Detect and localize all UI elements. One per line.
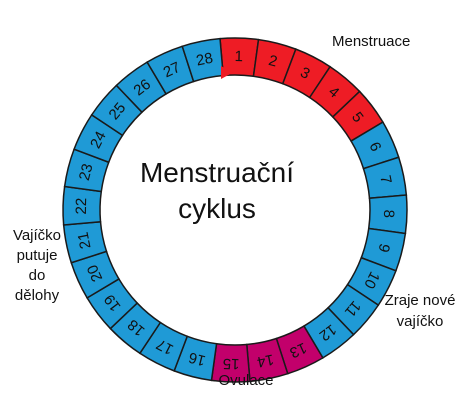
day-label-28: 28 bbox=[195, 50, 215, 70]
day-label-10: 10 bbox=[360, 269, 383, 292]
label-new-egg-line-1: Zraje nové bbox=[385, 292, 456, 309]
label-egg-travel-line-2: putuje bbox=[17, 247, 58, 264]
label-egg-travel-line-1: Vajíčko bbox=[13, 227, 61, 244]
day-label-9: 9 bbox=[374, 242, 393, 254]
cycle-start-marker-icon bbox=[221, 66, 233, 79]
day-label-15: 15 bbox=[223, 355, 240, 372]
day-label-26: 26 bbox=[131, 76, 155, 100]
day-label-19: 19 bbox=[101, 291, 125, 315]
title-line-2: cyklus bbox=[178, 193, 256, 224]
day-label-14: 14 bbox=[256, 350, 276, 370]
cycle-ring bbox=[62, 37, 408, 383]
day-label-12: 12 bbox=[316, 321, 340, 345]
day-label-23: 23 bbox=[76, 162, 97, 182]
day-label-13: 13 bbox=[287, 339, 309, 361]
day-label-16: 16 bbox=[187, 348, 207, 369]
day-label-27: 27 bbox=[161, 59, 183, 81]
title-line-1: Menstruační bbox=[140, 157, 294, 188]
day-label-8: 8 bbox=[380, 209, 397, 218]
label-ovulation: Ovulace bbox=[218, 372, 273, 389]
label-new-egg-line-2: vajíčko bbox=[397, 313, 444, 330]
day-label-7: 7 bbox=[376, 174, 394, 186]
day-label-1: 1 bbox=[234, 48, 243, 65]
day-label-21: 21 bbox=[75, 231, 95, 251]
label-egg-travel-line-4: dělohy bbox=[15, 287, 60, 304]
day-label-24: 24 bbox=[87, 129, 110, 152]
day-label-2: 2 bbox=[267, 52, 279, 71]
label-egg-travel-line-3: do bbox=[29, 267, 46, 284]
day-label-20: 20 bbox=[84, 262, 106, 284]
day-label-22: 22 bbox=[73, 198, 90, 215]
day-label-17: 17 bbox=[154, 335, 177, 358]
label-menstruation: Menstruace bbox=[332, 33, 410, 50]
